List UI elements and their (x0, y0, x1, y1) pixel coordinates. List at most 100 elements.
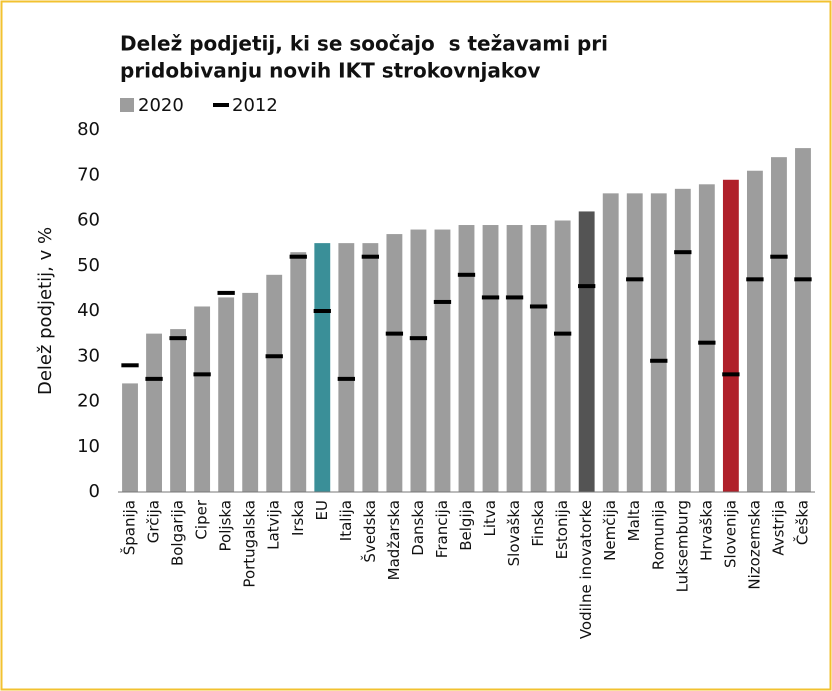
marker-2012 (698, 340, 716, 345)
x-tick-label: Estonija (553, 500, 571, 559)
y-tick-label: 60 (77, 210, 100, 231)
bar (795, 148, 811, 492)
bar (218, 297, 235, 492)
bar (266, 274, 283, 492)
marker-2012 (578, 284, 596, 289)
bar (722, 179, 739, 492)
bar (338, 243, 355, 492)
x-tick-label: Francija (433, 500, 451, 558)
marker-2012 (337, 376, 355, 381)
x-tick-label: Slovaška (505, 500, 523, 566)
marker-2012 (289, 254, 307, 259)
x-tick-label: Romunija (649, 500, 667, 570)
marker-2012 (722, 372, 740, 377)
x-tick-label: EU (313, 500, 331, 520)
y-tick-label: 10 (77, 436, 100, 457)
marker-2012 (481, 295, 500, 300)
marker-2012 (193, 372, 211, 377)
bar (386, 234, 403, 492)
marker-2012 (746, 277, 764, 282)
x-tick-label: Malta (625, 500, 643, 541)
bar (122, 383, 138, 492)
marker-2012 (313, 309, 331, 313)
marker-2012 (553, 331, 572, 336)
bar (362, 243, 379, 492)
legend-label: 2012 (232, 95, 278, 116)
y-tick-label: 70 (77, 164, 100, 185)
legend-swatch (213, 103, 229, 107)
bar (674, 188, 691, 492)
marker-2012 (529, 304, 548, 309)
x-tick-label: Portugalska (241, 500, 259, 588)
x-tick-label: Finska (529, 500, 547, 547)
x-tick-label: Španija (120, 500, 139, 555)
x-tick-label: Slovenija (721, 500, 739, 568)
x-tick-label: Italija (337, 500, 355, 541)
x-tick-label: Danska (409, 500, 427, 556)
x-tick-label: Ciper (193, 499, 211, 539)
y-axis-label: Delež podjetij, v % (35, 227, 56, 395)
bar (746, 170, 763, 492)
chart-title: pridobivanju novih IKT strokovnjakov (120, 59, 540, 83)
marker-2012 (145, 376, 163, 381)
marker-2012 (794, 277, 812, 282)
legend-swatch (120, 98, 134, 112)
bar (170, 329, 187, 492)
marker-2012 (433, 299, 452, 304)
marker-2012 (217, 290, 235, 295)
marker-2012 (457, 272, 476, 277)
bar (650, 193, 667, 492)
y-tick-label: 30 (77, 345, 100, 366)
bar (626, 193, 643, 492)
y-tick-label: 40 (77, 300, 100, 321)
marker-2012 (121, 363, 139, 368)
x-tick-label: Češka (792, 500, 811, 545)
x-tick-label: Belgija (457, 500, 475, 551)
marker-2012 (385, 331, 404, 336)
x-tick-label: Avstrija (769, 500, 787, 556)
x-tick-label: Nemčija (601, 500, 619, 561)
y-tick-label: 0 (89, 481, 100, 502)
chart-title: Delež podjetij, ki se soočajo s težavami… (120, 32, 608, 56)
marker-2012 (361, 254, 380, 259)
bar (410, 229, 427, 493)
x-tick-label: Irska (289, 500, 307, 536)
marker-2012 (626, 277, 644, 282)
bar (242, 292, 259, 492)
bar (602, 193, 619, 492)
x-tick-label: Grčija (145, 500, 163, 543)
marker-2012 (505, 295, 524, 300)
bar (434, 229, 451, 493)
marker-2012 (169, 336, 187, 341)
bar (530, 225, 547, 492)
marker-2012 (674, 250, 692, 255)
bar (698, 184, 715, 493)
x-tick-label: Nizozemska (745, 500, 763, 590)
bar (554, 220, 571, 492)
x-tick-label: Latvija (265, 500, 283, 550)
x-tick-label: Bolgarija (169, 500, 187, 566)
marker-2012 (650, 358, 668, 363)
x-tick-label: Poljska (217, 500, 235, 551)
legend-label: 2020 (138, 95, 184, 116)
marker-2012 (770, 254, 788, 259)
x-tick-label: Vodilne inovatorke (577, 500, 595, 639)
marker-2012 (265, 354, 283, 359)
y-tick-label: 50 (77, 255, 100, 276)
bar (771, 157, 787, 492)
bar (194, 306, 211, 492)
x-tick-label: Luksemburg (673, 500, 691, 592)
bar (482, 225, 499, 492)
bar (290, 252, 307, 492)
y-tick-label: 20 (77, 391, 100, 412)
bar (458, 225, 475, 492)
x-tick-label: Švedska (360, 500, 379, 563)
y-tick-label: 80 (77, 119, 100, 140)
x-tick-label: Hrvaška (697, 500, 715, 561)
marker-2012 (409, 336, 428, 341)
bar (578, 211, 595, 492)
bar (314, 243, 331, 492)
x-tick-label: Litva (481, 500, 499, 536)
bar (506, 225, 523, 492)
